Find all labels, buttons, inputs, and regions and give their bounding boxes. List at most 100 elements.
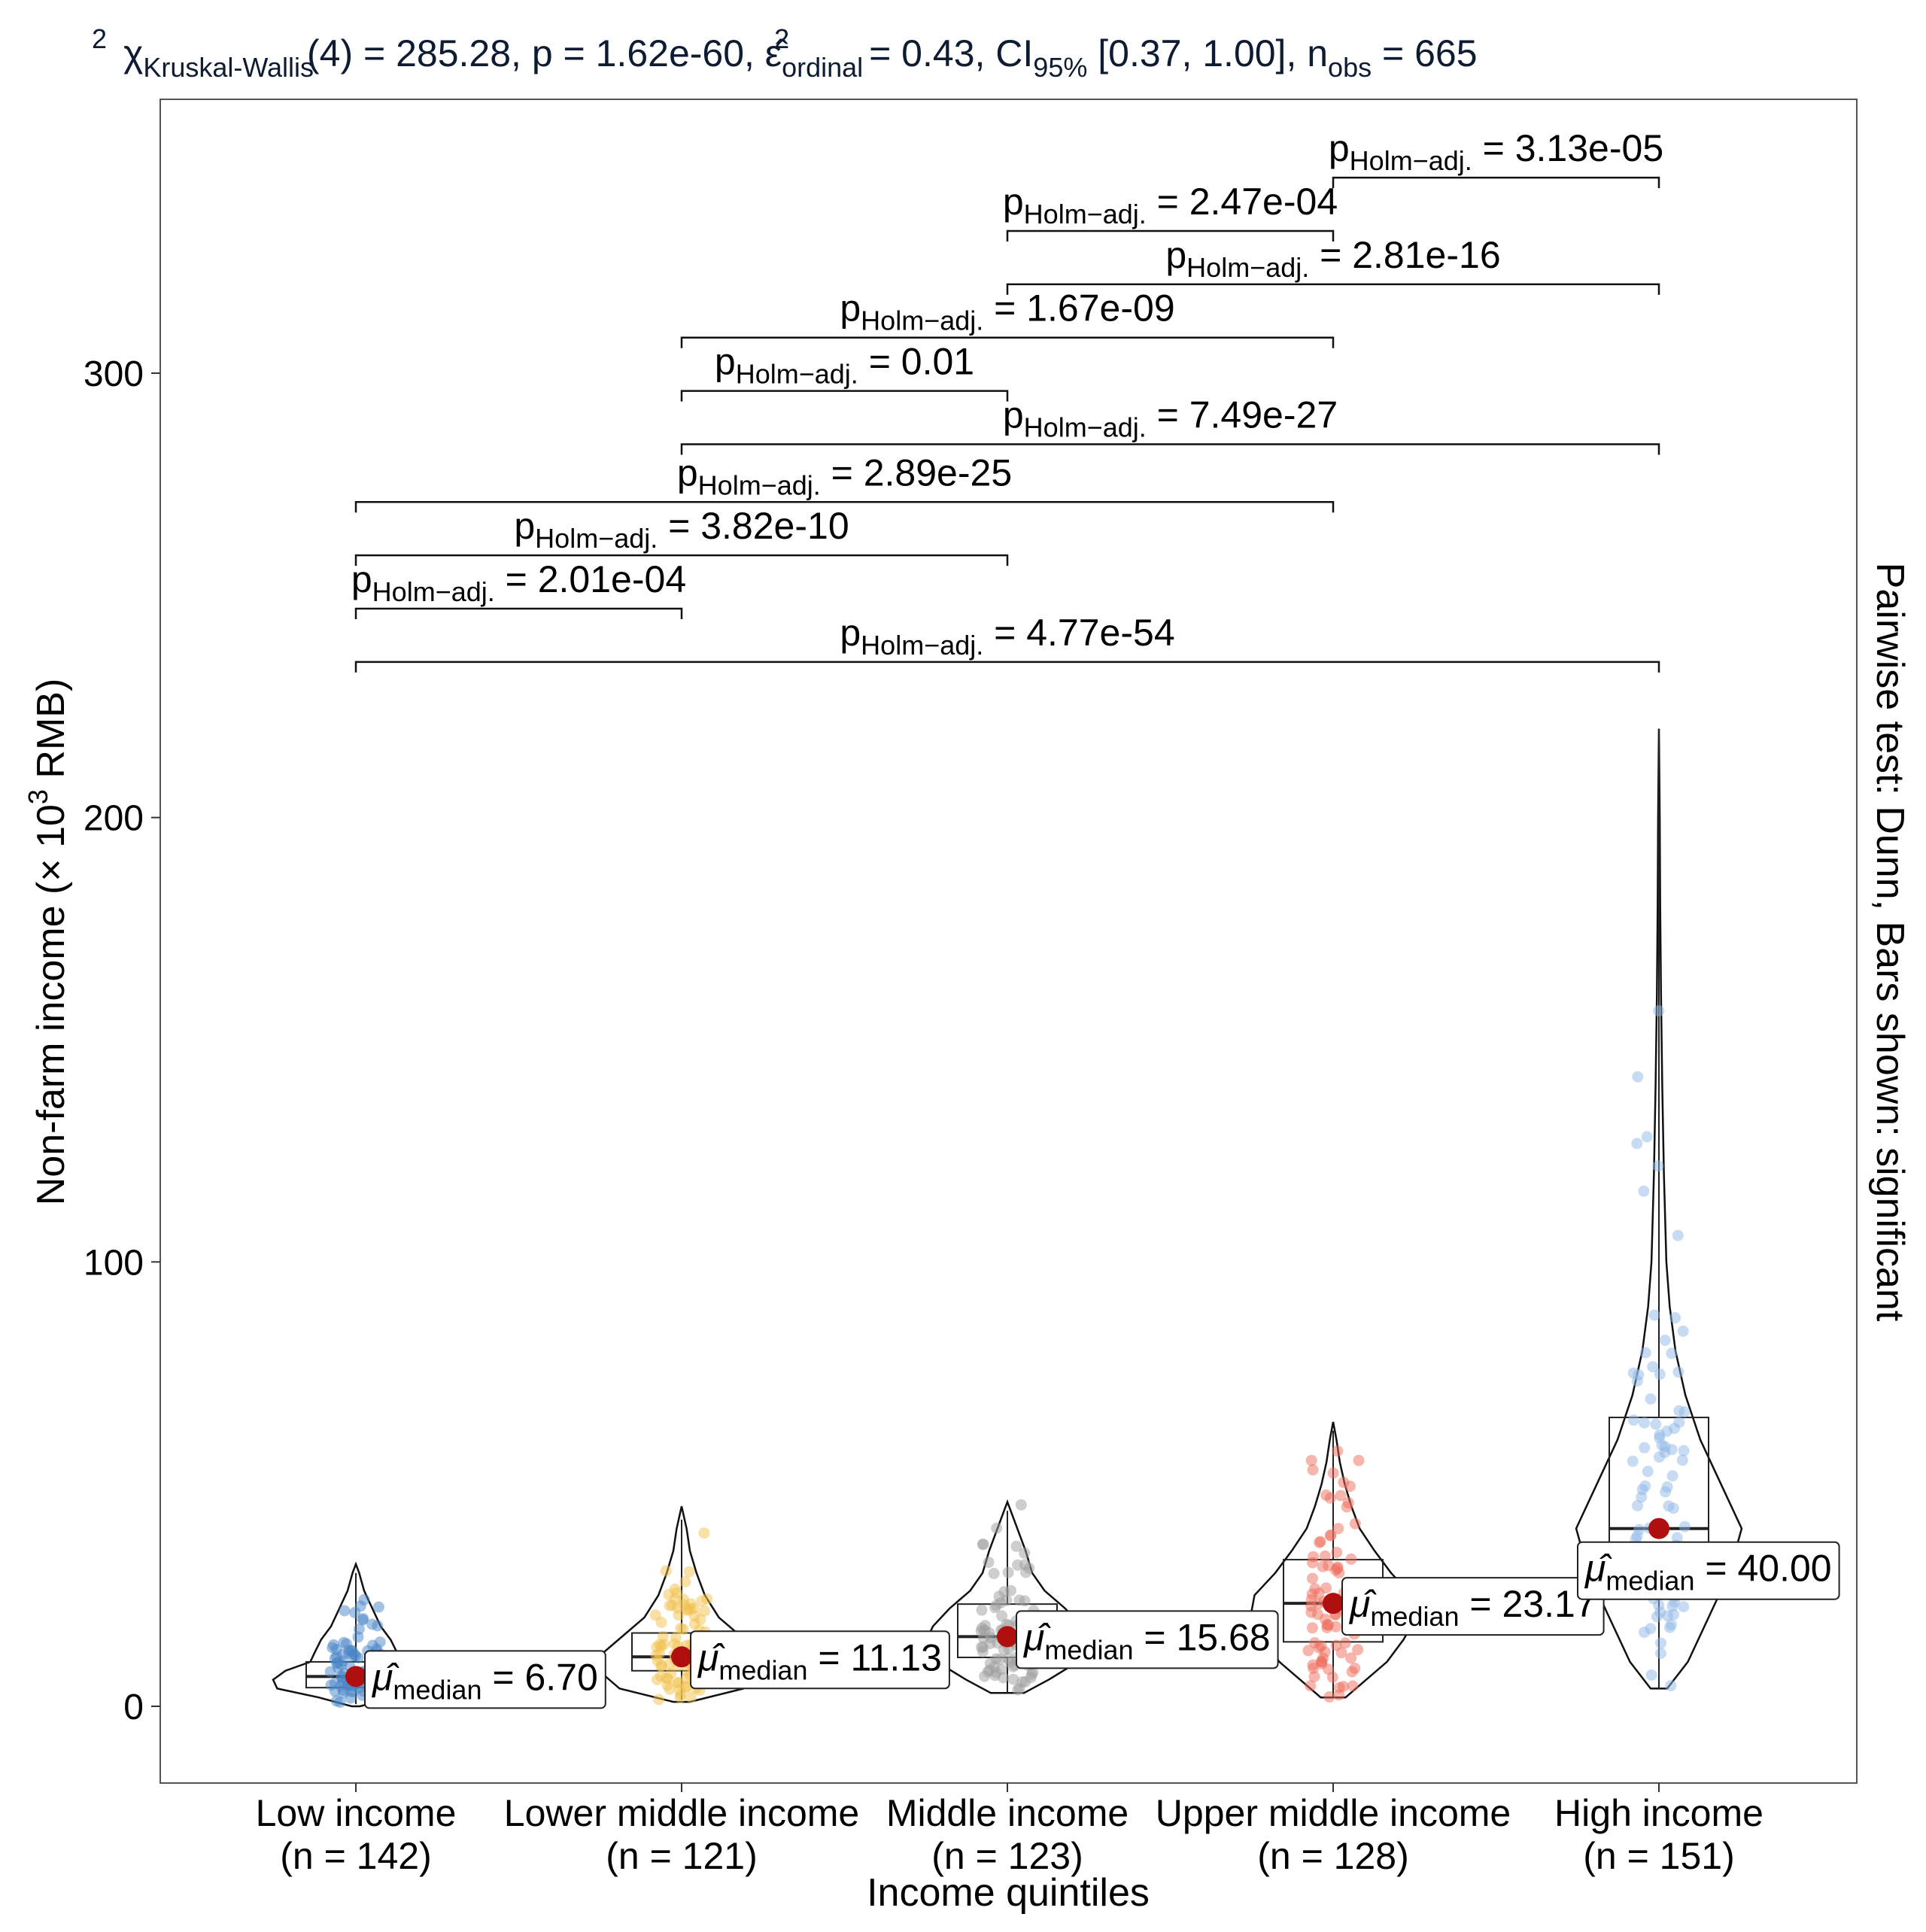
data-point	[1338, 1476, 1350, 1488]
data-point	[660, 1565, 672, 1577]
median-dot-4	[1648, 1517, 1669, 1539]
data-point	[1671, 1532, 1683, 1544]
median-dot-3	[1323, 1593, 1344, 1615]
data-point	[1342, 1497, 1354, 1508]
data-point	[329, 1677, 341, 1689]
data-point	[1323, 1619, 1335, 1631]
data-point	[1672, 1229, 1684, 1241]
data-point	[1663, 1500, 1675, 1512]
data-point	[655, 1659, 667, 1671]
right-axis-label: Pairwise test: Dunn, Bars shown: signifi…	[1868, 563, 1912, 1322]
data-point	[324, 1666, 336, 1678]
data-point	[1678, 1601, 1690, 1613]
pairwise-label: pHolm−adj. = 7.49e-27	[1003, 394, 1338, 443]
data-point	[1633, 1523, 1645, 1536]
data-point	[338, 1636, 350, 1648]
x-tick-label-1: Lower middle income	[504, 1792, 859, 1834]
x-axis-label: Income quintiles	[867, 1871, 1150, 1915]
data-point	[1345, 1652, 1357, 1664]
y-axis: 0 100 200 300	[84, 354, 160, 1727]
data-point	[1638, 1185, 1650, 1197]
pairwise-bracket-1: pHolm−adj. = 2.01e-04	[351, 558, 686, 620]
data-point	[1347, 1680, 1359, 1692]
data-point	[1019, 1595, 1031, 1607]
data-point	[1639, 1347, 1651, 1359]
median-dot-2	[997, 1626, 1018, 1648]
data-point	[1305, 1454, 1317, 1466]
median-label-1: μ̂median = 11.13	[690, 1630, 950, 1690]
pairwise-bracket-8: pHolm−adj. = 2.47e-04	[1003, 181, 1338, 242]
data-point	[673, 1609, 685, 1621]
data-point	[1327, 1467, 1339, 1479]
data-point	[976, 1604, 988, 1616]
data-point	[1627, 1455, 1639, 1467]
pairwise-bracket-2: pHolm−adj. = 3.82e-10	[354, 505, 1009, 567]
data-point	[679, 1575, 691, 1587]
data-point	[337, 1684, 349, 1697]
median-markers: μ̂median = 6.70 μ̂median = 11.13 μ̂median …	[345, 1517, 1840, 1709]
data-point	[1346, 1666, 1358, 1678]
data-point	[1645, 1669, 1657, 1681]
svg-text:μ̂median = 11.13: μ̂median = 11.13	[697, 1636, 942, 1685]
data-point	[1339, 1637, 1351, 1649]
data-point	[1645, 1623, 1657, 1635]
data-point	[1319, 1550, 1331, 1562]
data-point	[1330, 1639, 1342, 1651]
data-point	[1302, 1645, 1314, 1657]
x-tick-n-label-4: (n = 151)	[1583, 1835, 1735, 1877]
data-point	[669, 1638, 681, 1650]
data-point	[334, 1697, 346, 1709]
data-point	[1673, 1405, 1685, 1417]
data-point	[681, 1603, 693, 1615]
data-point	[1665, 1618, 1677, 1630]
data-point	[1655, 1637, 1667, 1649]
pairwise-label: pHolm−adj. = 4.77e-54	[840, 612, 1174, 661]
data-point	[683, 1566, 695, 1578]
data-point	[698, 1527, 710, 1539]
data-point	[988, 1661, 1000, 1673]
data-point	[650, 1649, 662, 1661]
data-point	[339, 1605, 351, 1617]
data-point	[1307, 1659, 1319, 1671]
data-point	[1015, 1499, 1027, 1511]
data-point	[357, 1614, 369, 1626]
pairwise-bracket-5: pHolm−adj. = 0.01	[680, 341, 1009, 402]
data-point	[1639, 1417, 1651, 1429]
data-point	[991, 1522, 1003, 1534]
data-point	[649, 1609, 661, 1621]
data-point	[1306, 1622, 1318, 1634]
svg-text:μ̂median = 15.68: μ̂median = 15.68	[1022, 1616, 1271, 1665]
data-point	[1654, 1606, 1666, 1618]
data-point	[1648, 1309, 1660, 1321]
data-point	[1313, 1642, 1325, 1654]
data-point	[1666, 1470, 1678, 1482]
data-point	[1650, 1418, 1662, 1430]
data-point	[988, 1568, 1000, 1579]
data-point	[1305, 1593, 1317, 1605]
data-point	[1333, 1681, 1345, 1694]
data-point	[1627, 1367, 1639, 1379]
data-point	[1320, 1489, 1332, 1501]
y-tick-label: 100	[84, 1243, 144, 1283]
median-label-0: μ̂median = 6.70	[364, 1650, 606, 1709]
data-point	[1308, 1671, 1320, 1683]
pairwise-label: pHolm−adj. = 1.67e-09	[840, 287, 1174, 336]
data-point	[654, 1639, 666, 1651]
data-point	[1665, 1680, 1677, 1692]
y-axis-label: Non-farm income (× 103 RMB)	[23, 679, 73, 1206]
data-point	[1647, 1361, 1659, 1373]
svg-text:μ̂median = 40.00: μ̂median = 40.00	[1584, 1548, 1832, 1596]
data-point	[1307, 1572, 1318, 1584]
data-point	[1314, 1536, 1326, 1548]
pairwise-bracket-4: pHolm−adj. = 7.49e-27	[680, 394, 1660, 455]
data-point	[1002, 1566, 1014, 1578]
data-point	[984, 1638, 996, 1650]
data-point	[1672, 1366, 1684, 1378]
data-point	[1641, 1131, 1653, 1143]
x-tick-n-label-1: (n = 121)	[606, 1835, 758, 1877]
median-label-3: μ̂median = 23.17	[1341, 1577, 1605, 1636]
pairwise-bracket-6: pHolm−adj. = 1.67e-09	[680, 287, 1335, 348]
data-point	[1639, 1441, 1651, 1454]
data-point	[1333, 1567, 1345, 1579]
data-point	[696, 1595, 708, 1607]
